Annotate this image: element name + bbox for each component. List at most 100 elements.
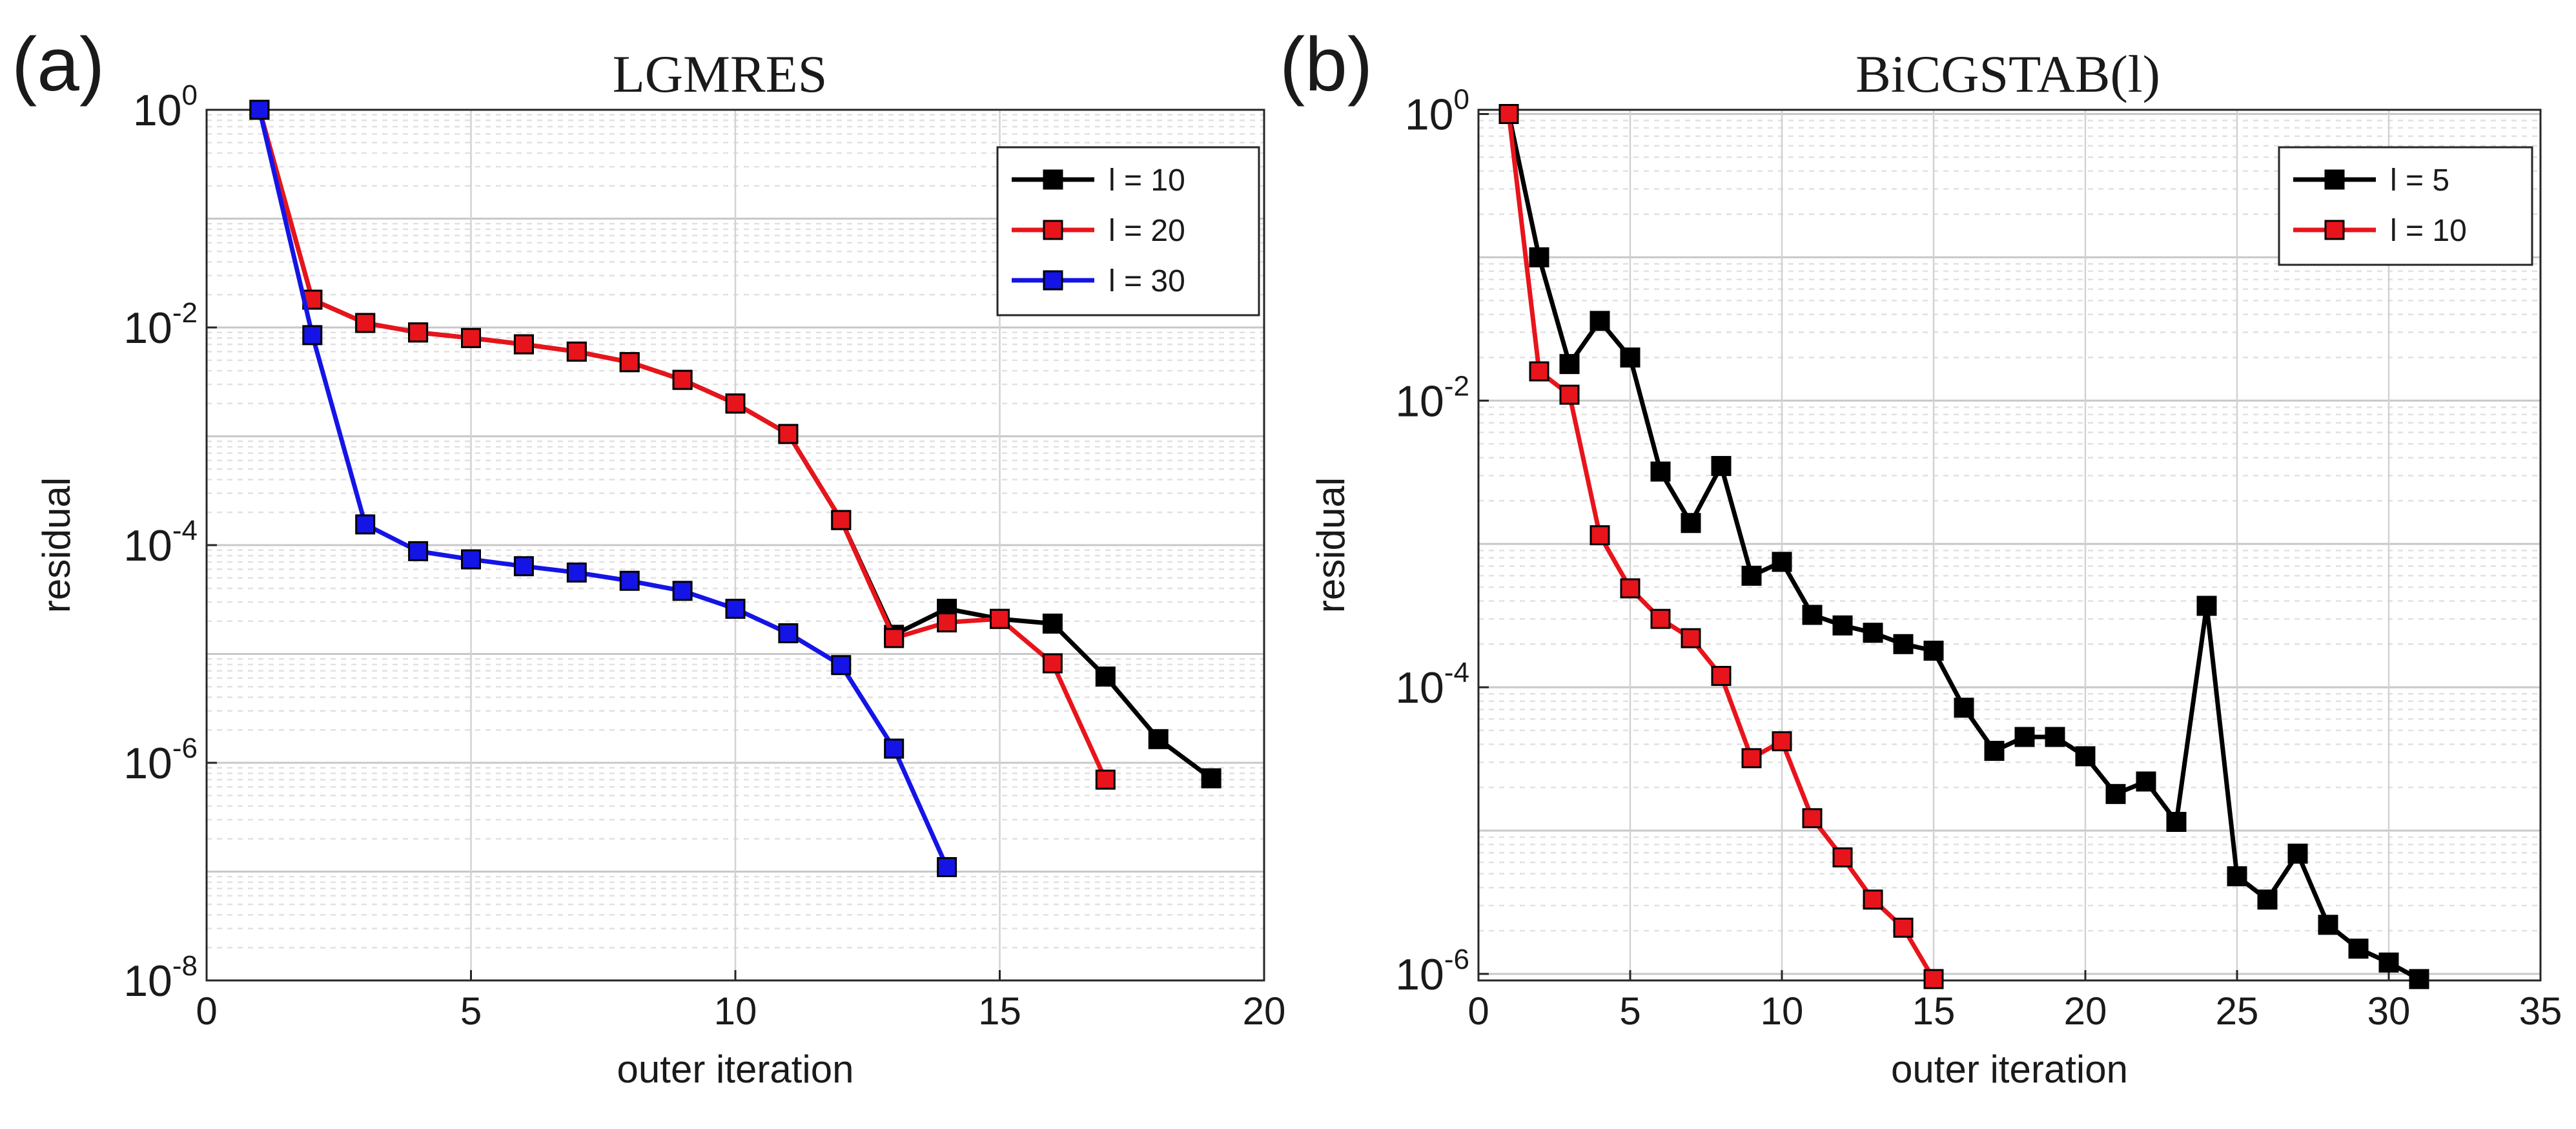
data-point: [1529, 361, 1549, 382]
axes-box: [1477, 109, 2542, 982]
x-tick-label: 20: [1243, 989, 1286, 1033]
y-tick-exponent: -8: [172, 950, 198, 982]
data-point: [1863, 889, 1883, 910]
data-point: [2014, 727, 2035, 747]
data-point: [1711, 666, 1732, 687]
x-tick-label: 25: [2216, 989, 2259, 1033]
data-point: [619, 570, 640, 591]
legend-marker: [2324, 169, 2345, 190]
data-point: [461, 327, 481, 348]
data-point: [513, 556, 534, 577]
x-tick-label: 35: [2519, 989, 2562, 1033]
data-point: [778, 424, 799, 444]
data-point: [2105, 783, 2126, 804]
y-tick-base: 10: [123, 304, 172, 353]
legend-label: l = 10: [2390, 214, 2467, 248]
y-tick-base: 10: [1395, 663, 1444, 712]
legend-label: l = 30: [1109, 264, 1185, 298]
legend-marker: [1043, 220, 1063, 240]
data-point: [1148, 729, 1169, 749]
y-tick-label: 100: [133, 79, 198, 135]
data-point: [1681, 628, 1701, 648]
data-point: [2075, 746, 2096, 767]
data-point: [302, 325, 323, 346]
data-point: [1201, 768, 1222, 789]
data-point: [1863, 623, 1883, 643]
data-point: [2378, 952, 2399, 973]
y-tick-base: 10: [133, 86, 182, 135]
data-point: [2196, 596, 2217, 616]
data-point: [1802, 605, 1823, 625]
data-point: [1095, 769, 1116, 790]
y-tick-exponent: -4: [172, 515, 198, 546]
data-point: [1529, 247, 1549, 267]
legend: l = 5 l = 10: [2278, 146, 2533, 266]
data-point: [1559, 384, 1580, 405]
x-tick-label: 10: [1761, 989, 1804, 1033]
data-point: [1711, 455, 1732, 476]
legend-marker: [1043, 270, 1063, 291]
y-tick-exponent: -4: [1444, 657, 1469, 689]
data-point: [2287, 844, 2308, 864]
data-point: [249, 99, 270, 120]
y-tick-label: 10-6: [123, 732, 198, 788]
data-point: [2136, 771, 2156, 792]
legend-label: l = 10: [1109, 163, 1185, 198]
chart-title: BiCGSTAB(l): [1855, 45, 2160, 103]
data-point: [725, 393, 746, 414]
y-tick-label: 10-6: [1395, 944, 1469, 999]
data-point: [2318, 915, 2338, 935]
y-tick-label: 10-4: [123, 515, 198, 570]
y-tick-base: 10: [123, 739, 172, 788]
data-point: [566, 341, 587, 362]
y-axis-label: residual: [1309, 477, 1353, 613]
legend-box: [2278, 146, 2533, 266]
x-tick-label: 5: [460, 989, 482, 1033]
data-point: [1923, 640, 1944, 661]
y-tick-label: 100: [1405, 84, 1469, 140]
data-point: [831, 655, 852, 676]
data-point: [1498, 104, 1519, 125]
data-point: [725, 599, 746, 619]
y-tick-base: 10: [1395, 377, 1444, 426]
data-point: [2045, 727, 2065, 747]
data-point: [408, 541, 429, 561]
data-point: [1741, 565, 1762, 586]
data-point: [778, 623, 799, 643]
y-tick-base: 10: [1405, 90, 1454, 140]
data-point: [937, 612, 957, 633]
y-tick-base: 10: [123, 521, 172, 570]
legend-marker: [2324, 220, 2345, 240]
y-tick-base: 10: [123, 957, 172, 1006]
y-tick-exponent: 0: [1454, 84, 1469, 116]
data-point: [566, 562, 587, 583]
data-point: [1650, 608, 1671, 629]
data-point: [884, 628, 905, 648]
data-point: [1893, 634, 1914, 654]
data-point: [355, 313, 376, 333]
data-point: [1620, 578, 1641, 599]
x-tick-label: 0: [1467, 989, 1489, 1033]
data-point: [2227, 866, 2247, 887]
data-point: [2409, 969, 2429, 989]
x-axis-label: outer iteration: [1891, 1048, 2128, 1091]
data-point: [1923, 969, 1944, 989]
data-point: [1590, 311, 1610, 331]
legend-label: l = 5: [2390, 163, 2449, 198]
data-point: [1095, 666, 1116, 687]
data-point: [1832, 847, 1853, 867]
data-point: [1559, 354, 1580, 375]
data-point: [1893, 917, 1914, 938]
y-tick-exponent: -6: [172, 732, 198, 764]
data-point: [619, 352, 640, 373]
legend: l = 10 l = 20 l = 30: [996, 146, 1260, 316]
x-tick-label: 10: [714, 989, 757, 1033]
series-l30: [249, 99, 957, 878]
y-tick-exponent: -6: [1444, 944, 1469, 975]
data-point: [1042, 653, 1063, 674]
series-l10: [1498, 104, 1944, 989]
legend-label: l = 20: [1109, 214, 1185, 248]
y-tick-exponent: -2: [172, 297, 198, 329]
